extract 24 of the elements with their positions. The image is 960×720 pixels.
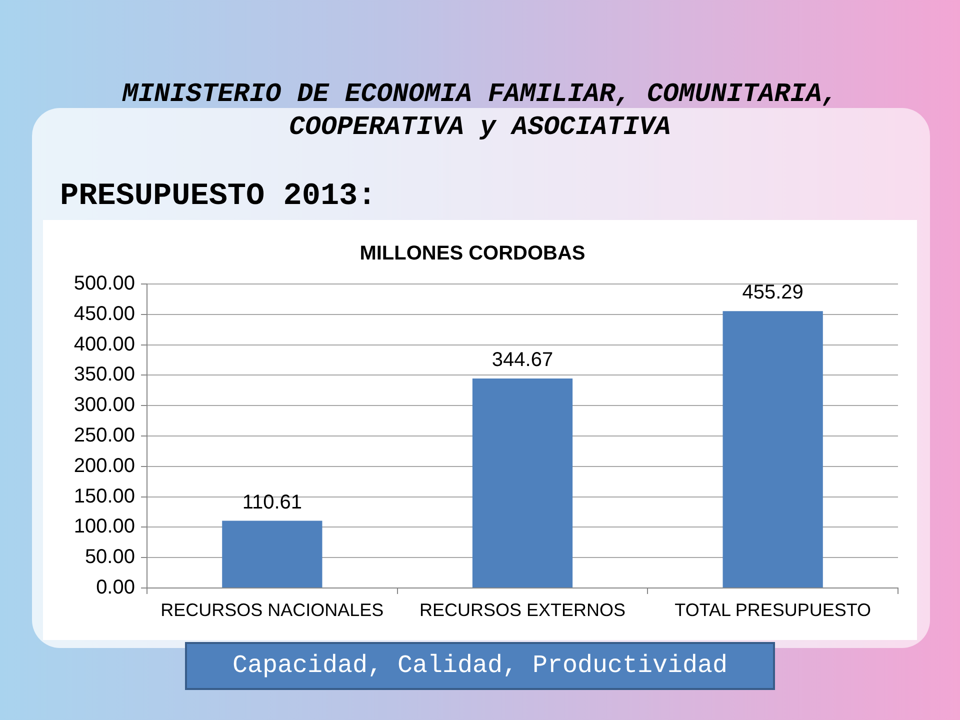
y-tick-label: 0.00 (96, 576, 135, 599)
x-tick-label: RECURSOS NACIONALES (160, 600, 384, 620)
x-tick-label: RECURSOS EXTERNOS (419, 600, 626, 620)
y-tick-label: 300.00 (74, 394, 135, 416)
y-tick-label: 50.00 (84, 546, 135, 568)
x-tick-label: TOTAL PRESUPUESTO (674, 600, 872, 620)
bar (222, 520, 322, 588)
chart-title: MILLONES CORDOBAS (360, 242, 586, 265)
data-label: 110.61 (242, 491, 302, 514)
text: Capacidad, Calidad, Productividad (185, 642, 775, 690)
y-tick-label: 100.00 (74, 516, 135, 538)
y-tick-label: 400.00 (74, 333, 135, 356)
y-tick-label: 250.00 (74, 424, 135, 447)
y-tick-label: 350.00 (74, 364, 135, 386)
y-tick-label: 150.00 (74, 485, 135, 508)
bar (472, 378, 573, 588)
text: MINISTERIO DE ECONOMIA FAMILIAR, COMUNITARIA, COOPERATIVA y ASOCIATIVA (121, 78, 839, 144)
bar (722, 311, 823, 588)
y-tick-label: 500.00 (74, 272, 135, 295)
y-tick-label: 450.00 (74, 302, 135, 325)
y-tick-label: 200.00 (74, 454, 135, 477)
data-label: 344.67 (492, 348, 554, 371)
chart-subtitle: PRESUPUESTO 2013: (60, 178, 376, 216)
data-label: 455.29 (742, 282, 804, 304)
